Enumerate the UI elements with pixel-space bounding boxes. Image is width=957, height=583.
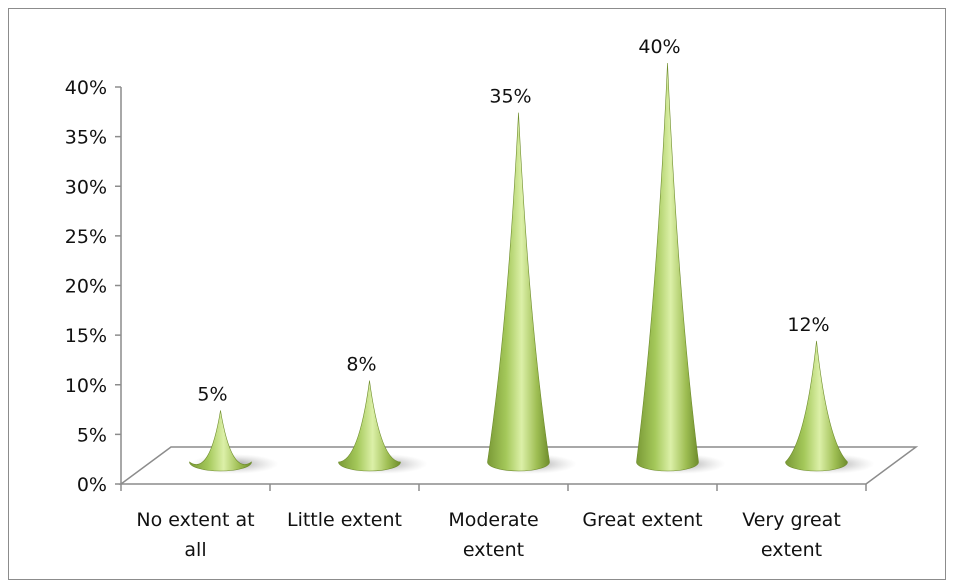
- labels-layer: 0% 5% 10% 15% 20% 25% 30% 35% 40% 5% No extent at a…: [65, 36, 841, 561]
- category-label-4: Very great: [742, 509, 841, 531]
- cone-bar-3: [636, 62, 699, 472]
- category-label-3: Great extent: [582, 509, 702, 531]
- category-label-2: Moderate: [448, 509, 538, 531]
- data-label-3: 40%: [638, 36, 680, 58]
- category-label-0: all: [184, 539, 206, 561]
- data-label-1: 8%: [346, 354, 376, 376]
- data-label-2: 35%: [489, 86, 531, 108]
- cone-bar-1: [338, 380, 401, 472]
- category-label-0: No extent at: [136, 509, 254, 531]
- y-tick-label: 25%: [65, 226, 107, 248]
- y-tick-label: 10%: [65, 375, 107, 397]
- y-tick-label: 15%: [65, 325, 107, 347]
- cone-bar-4: [785, 340, 848, 472]
- category-label-4: extent: [761, 539, 822, 561]
- category-label-1: Little extent: [287, 509, 402, 531]
- y-tick-label: 35%: [65, 127, 107, 149]
- data-label-4: 12%: [787, 314, 829, 336]
- cone-bar-0: [189, 410, 252, 472]
- marks-layer: [189, 62, 875, 474]
- category-label-2: extent: [463, 539, 524, 561]
- y-tick-label: 0%: [77, 474, 107, 496]
- y-tick-label: 5%: [77, 424, 107, 446]
- y-tick-label: 30%: [65, 176, 107, 198]
- cone-bar-2: [487, 112, 550, 472]
- y-tick-label: 40%: [65, 77, 107, 99]
- axes-layer: [115, 86, 919, 491]
- y-tick-label: 20%: [65, 276, 107, 298]
- data-label-0: 5%: [197, 383, 227, 405]
- chart-floor: [118, 446, 919, 485]
